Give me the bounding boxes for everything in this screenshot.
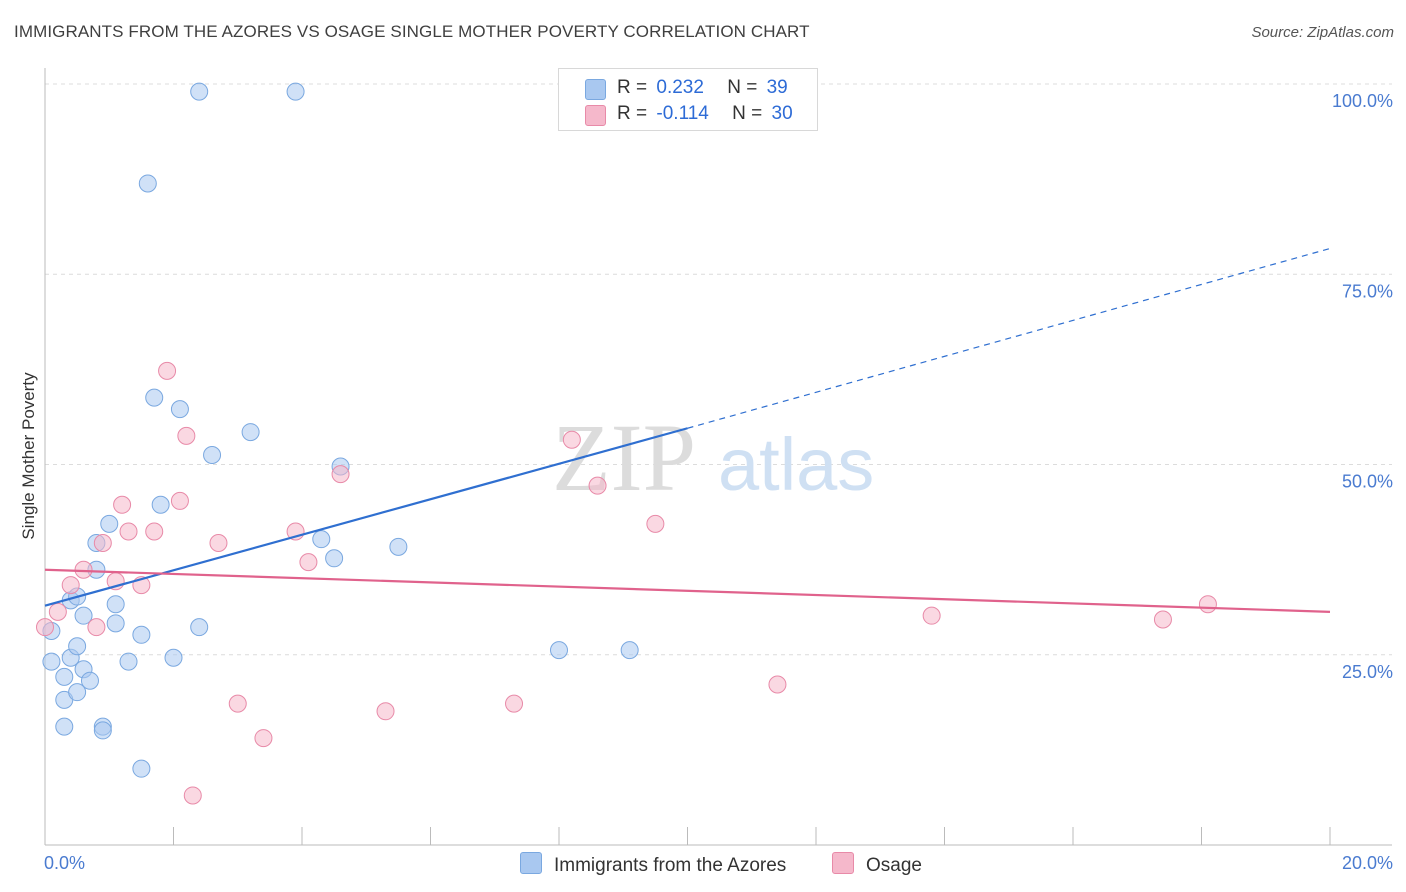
gridlines [45, 83, 1392, 656]
osage-point [183, 786, 202, 805]
azores-point [68, 683, 87, 702]
osage-point [331, 465, 350, 484]
osage-point [36, 618, 54, 637]
y-tick-label: 25.0% [1342, 662, 1393, 682]
azores-point [138, 174, 157, 193]
data-points [36, 82, 1217, 805]
osage-trend-line [44, 568, 1331, 613]
stats-legend: R = 0.232 N = 39 R = -0.114 N = 30 [558, 68, 818, 131]
azores-point [74, 606, 93, 625]
bottom-legend-label-osage: Osage [866, 855, 922, 876]
n-label: N = [732, 103, 763, 124]
osage-point [113, 495, 132, 514]
osage-point [646, 514, 665, 533]
azores-point [55, 717, 74, 736]
azores-point [151, 495, 170, 514]
trend-lines [44, 247, 1331, 613]
legend-swatch-azores [585, 79, 606, 100]
x-tick-label: 20.0% [1342, 853, 1393, 873]
azores-point [170, 400, 189, 419]
osage-point [505, 694, 524, 713]
r-value-osage: -0.114 [656, 103, 709, 124]
azores-point [145, 388, 164, 407]
osage-point [145, 522, 164, 541]
osage-point [93, 534, 112, 552]
osage-point [177, 426, 196, 445]
chart-title: IMMIGRANTS FROM THE AZORES VS OSAGE SING… [14, 22, 810, 41]
azores-point [550, 641, 568, 660]
y-tick-label: 75.0% [1342, 281, 1393, 301]
osage-point [209, 534, 228, 552]
r-value-azores: 0.232 [656, 77, 704, 98]
osage-point [299, 553, 318, 572]
bottom-legend-swatch-azores [520, 852, 542, 874]
bottom-legend-azores: Immigrants from the Azores [520, 852, 786, 877]
azores-trend-line [44, 427, 688, 607]
azores-point [190, 82, 209, 101]
azores-point [119, 652, 138, 671]
azores-point [325, 549, 344, 568]
azores-point [132, 625, 151, 644]
azores-point [203, 446, 222, 465]
y-axis-label: Single Mother Poverty [19, 372, 38, 540]
azores-point [312, 530, 331, 549]
osage-point [61, 576, 80, 595]
r-label: R = [617, 103, 648, 124]
osage-point [254, 729, 273, 748]
axes [44, 68, 1392, 846]
azores-point [286, 82, 305, 101]
azores-point [164, 648, 183, 667]
azores-point [389, 537, 408, 556]
azores-point [93, 721, 112, 740]
azores-point [620, 641, 639, 660]
legend-swatch-osage [585, 105, 606, 126]
osage-point [158, 361, 177, 380]
azores-point [68, 637, 87, 656]
azores-point [55, 667, 74, 686]
watermark-zip: ZIP [552, 404, 696, 511]
osage-point [87, 618, 106, 637]
osage-point [562, 430, 581, 449]
osage-point [1198, 595, 1217, 614]
azores-point [106, 595, 125, 614]
watermark-atlas: atlas [718, 423, 874, 506]
x-tick-label: 0.0% [44, 853, 85, 873]
azores-point [100, 514, 119, 533]
bottom-legend-swatch-osage [832, 852, 854, 874]
n-label: N = [727, 77, 758, 98]
n-value-azores: 39 [766, 77, 788, 98]
bottom-legend-osage: Osage [832, 852, 922, 877]
osage-point [228, 694, 247, 713]
azores-point [190, 618, 209, 637]
tick-labels: 100.0% 75.0% 50.0% 25.0% 0.0% 20.0% [44, 91, 1393, 873]
azores-point [42, 652, 61, 671]
n-value-osage: 30 [771, 103, 793, 124]
azores-point [132, 759, 151, 778]
bottom-legend-label-azores: Immigrants from the Azores [554, 855, 787, 876]
watermark: ZIP atlas [552, 404, 874, 511]
source-label: Source: ZipAtlas.com [1251, 24, 1394, 41]
azores-point [106, 614, 125, 633]
osage-point [768, 675, 787, 694]
azores-point [241, 423, 260, 442]
osage-point [376, 702, 395, 721]
y-tick-label: 50.0% [1342, 472, 1393, 492]
azores-point [80, 671, 99, 690]
osage-point [588, 476, 607, 495]
osage-point [1153, 610, 1172, 629]
osage-point [119, 522, 138, 541]
osage-point [922, 606, 941, 625]
r-label: R = [617, 77, 648, 98]
azores-trend-extension [687, 247, 1331, 429]
y-tick-label: 100.0% [1332, 91, 1393, 111]
osage-point [170, 491, 189, 510]
osage-point [48, 602, 67, 621]
